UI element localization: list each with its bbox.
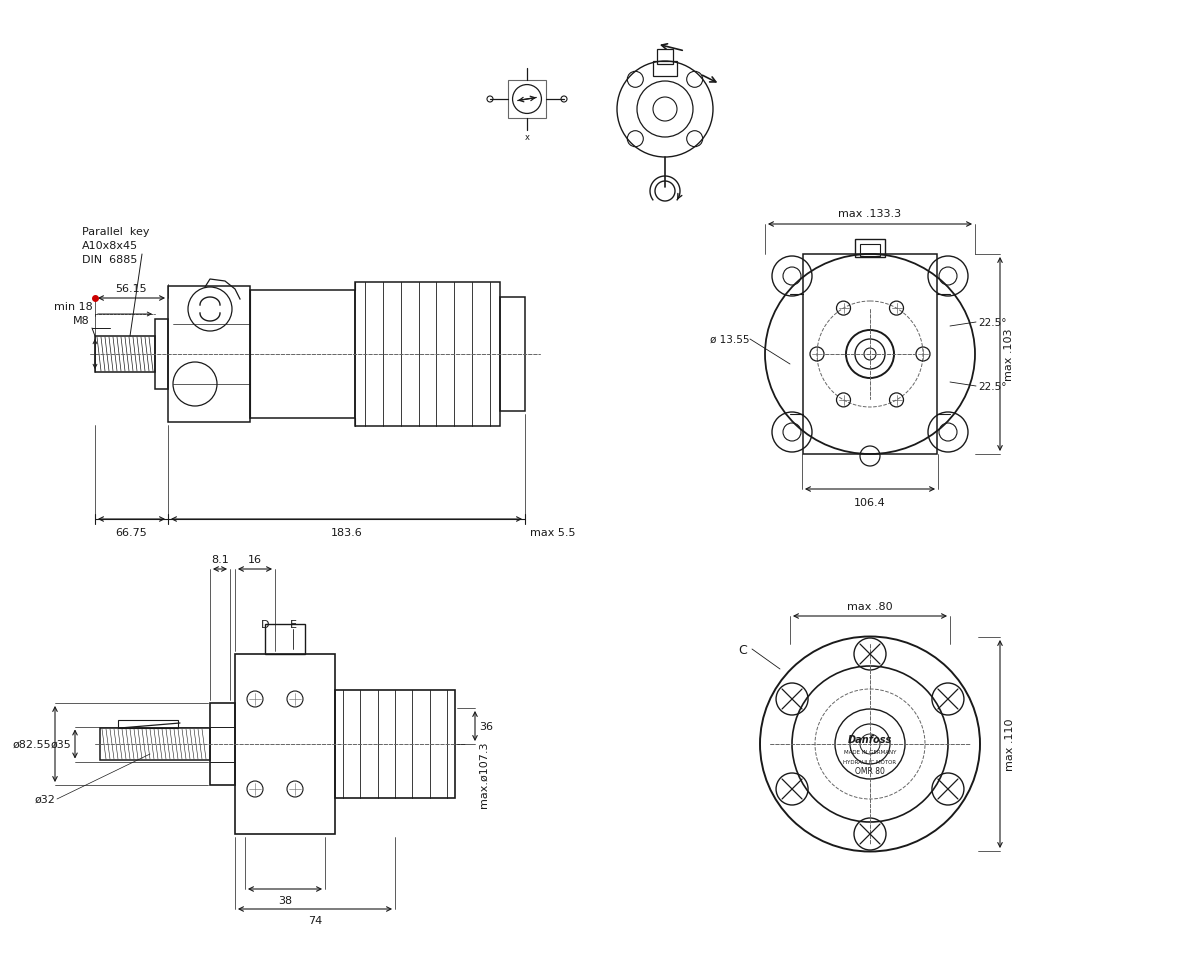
Text: 16: 16 bbox=[248, 554, 262, 565]
Text: 106.4: 106.4 bbox=[854, 497, 886, 507]
Text: 74: 74 bbox=[308, 915, 322, 925]
Text: E: E bbox=[289, 619, 296, 629]
Bar bbox=[335, 691, 455, 798]
Text: ø 13.55: ø 13.55 bbox=[710, 335, 750, 345]
Text: ø82.55: ø82.55 bbox=[12, 740, 50, 749]
Text: OMR 80: OMR 80 bbox=[856, 767, 884, 776]
Text: 8.1: 8.1 bbox=[211, 554, 229, 565]
Bar bbox=[508, 81, 546, 119]
Bar bbox=[95, 337, 155, 372]
Text: A10x8x45: A10x8x45 bbox=[82, 240, 138, 251]
Text: ø32: ø32 bbox=[34, 794, 55, 804]
Text: M8: M8 bbox=[73, 316, 90, 325]
Text: max 5.5: max 5.5 bbox=[530, 528, 576, 537]
Bar bbox=[265, 624, 305, 655]
Text: max.ø107.3: max.ø107.3 bbox=[479, 741, 490, 807]
Text: 66.75: 66.75 bbox=[115, 528, 148, 537]
Text: max .110: max .110 bbox=[1006, 718, 1015, 771]
Text: 36: 36 bbox=[479, 721, 493, 731]
Text: max .80: max .80 bbox=[847, 602, 893, 612]
Bar bbox=[100, 728, 210, 760]
Text: 22.5°: 22.5° bbox=[978, 318, 1007, 327]
Text: min 18: min 18 bbox=[54, 302, 94, 312]
Bar bbox=[355, 282, 500, 427]
Text: D: D bbox=[260, 619, 269, 629]
Bar bbox=[250, 291, 355, 418]
Text: DIN  6885: DIN 6885 bbox=[82, 255, 137, 265]
Bar bbox=[235, 655, 335, 834]
Bar bbox=[500, 298, 526, 411]
Text: x: x bbox=[524, 132, 529, 142]
Text: ø35: ø35 bbox=[50, 740, 71, 749]
Bar bbox=[658, 50, 673, 64]
Bar bbox=[854, 239, 886, 258]
Bar bbox=[118, 720, 178, 728]
Text: HYDRAULIC MOTOR: HYDRAULIC MOTOR bbox=[844, 759, 896, 764]
Bar bbox=[168, 286, 250, 423]
Text: Parallel  key: Parallel key bbox=[82, 227, 150, 236]
Text: Danfoss: Danfoss bbox=[848, 735, 892, 744]
Bar bbox=[860, 245, 880, 257]
Text: 56.15: 56.15 bbox=[115, 283, 148, 294]
Text: max .133.3: max .133.3 bbox=[839, 209, 901, 219]
Text: 38: 38 bbox=[278, 895, 292, 905]
Bar bbox=[210, 703, 235, 786]
Bar bbox=[155, 319, 168, 390]
Text: 22.5°: 22.5° bbox=[978, 382, 1007, 392]
Bar bbox=[803, 255, 937, 454]
Bar bbox=[653, 62, 677, 77]
Text: MADE IN GERMANY: MADE IN GERMANY bbox=[844, 748, 896, 753]
Text: 183.6: 183.6 bbox=[331, 528, 362, 537]
Text: C: C bbox=[738, 643, 746, 656]
Text: max .103: max .103 bbox=[1004, 328, 1014, 381]
